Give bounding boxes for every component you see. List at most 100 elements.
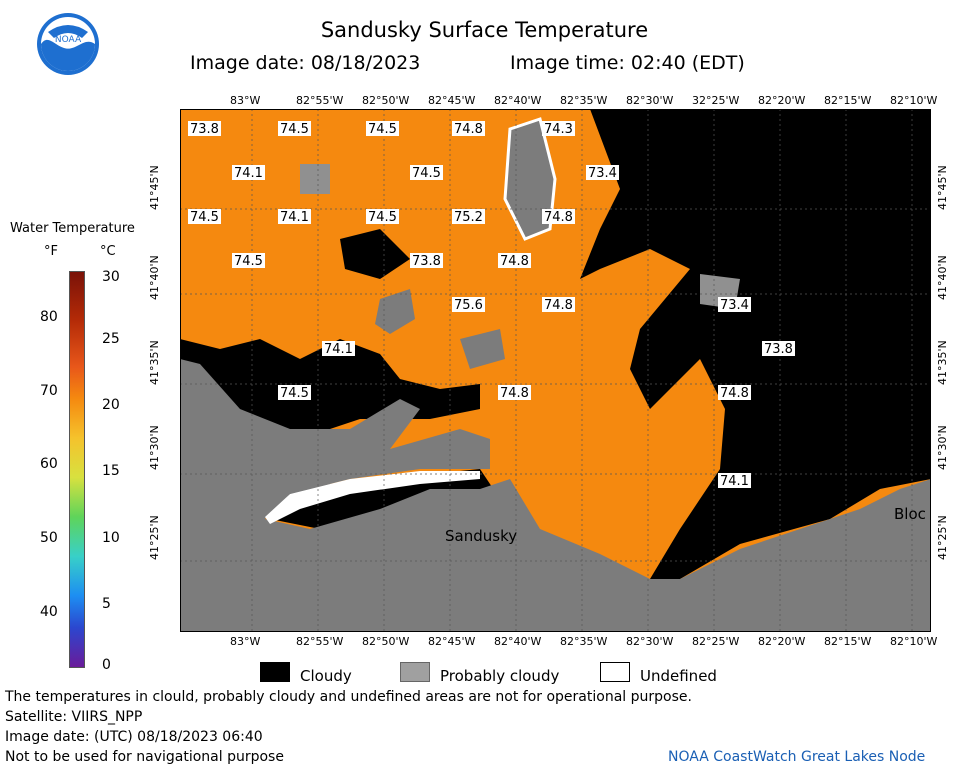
celsius-tick: 0 (102, 657, 111, 673)
probably-cloudy-patch (300, 164, 330, 194)
longitude-label-bottom: 82°25'W (692, 635, 740, 648)
latitude-label-right: 41°25'N (936, 515, 949, 560)
celsius-tick: 25 (102, 331, 120, 347)
temperature-label: 73.8 (412, 254, 441, 269)
longitude-label-top: 82°30'W (626, 94, 674, 107)
cloudy-label: Cloudy (300, 667, 352, 685)
temperature-label-bg (542, 121, 575, 136)
place-label-sandusky: Sandusky (445, 527, 517, 545)
temperature-label-bg (498, 385, 531, 400)
temperature-label-bg (232, 165, 265, 180)
temperature-label: 74.3 (544, 122, 573, 137)
temperature-label-bg (278, 209, 311, 224)
temperature-label: 74.8 (500, 254, 529, 269)
utc-date-text: Image date: (UTC) 08/18/2023 06:40 (5, 729, 263, 745)
logo-text: NOAA (55, 35, 82, 45)
temperature-map: Sandusky Bloc 73.8 74.5 74.5 74.8 74.3 74.1 74… (180, 109, 931, 632)
temperature-label: 74.1 (234, 166, 263, 181)
cloudy-region-east (580, 109, 931, 579)
temperature-label-bg (452, 297, 485, 312)
temperature-label: 74.1 (720, 474, 749, 489)
color-scale-bar (69, 271, 85, 668)
satellite-text: Satellite: VIIRS_NPP (5, 709, 143, 725)
temperature-label: 74.8 (720, 386, 749, 401)
longitude-label-top: 82°40'W (494, 94, 542, 107)
temperature-label: 74.8 (454, 122, 483, 137)
temperature-label: 74.5 (190, 210, 219, 225)
latitude-label-right: 41°35'N (936, 340, 949, 385)
celsius-tick: 15 (102, 463, 120, 479)
celsius-tick: 5 (102, 596, 111, 612)
temperature-label: 73.4 (720, 298, 749, 313)
image-time: Image time: 02:40 (EDT) (510, 52, 745, 74)
page-title: Sandusky Surface Temperature (320, 18, 649, 42)
temperature-label-bg (452, 209, 485, 224)
temperature-label: 74.5 (280, 122, 309, 137)
graticule (180, 109, 931, 632)
temperature-label-bg (542, 297, 575, 312)
temperature-label: 73.8 (764, 342, 793, 357)
temperature-label: 74.1 (324, 342, 353, 357)
longitude-label-top: 82°35'W (560, 94, 608, 107)
probably-cloudy-label: Probably cloudy (440, 667, 560, 685)
latitude-label-right: 41°30'N (936, 425, 949, 470)
temperature-label: 75.2 (454, 210, 483, 225)
temperature-label: 74.8 (544, 298, 573, 313)
latitude-label-left: 41°40'N (148, 255, 161, 300)
temperature-label-bg (232, 253, 265, 268)
longitude-label-bottom: 83°W (230, 635, 261, 648)
unit-fahrenheit: °F (44, 244, 58, 259)
credit-link[interactable]: NOAA CoastWatch Great Lakes Node (668, 749, 926, 765)
longitude-label-bottom: 82°20'W (758, 635, 806, 648)
longitude-label-bottom: 82°45'W (428, 635, 476, 648)
longitude-label-bottom: 82°35'W (560, 635, 608, 648)
noaa-logo-icon: NOAA (37, 13, 99, 75)
cloudy-patch-northwest (340, 229, 410, 279)
undefined-label: Undefined (640, 667, 717, 685)
map-frame (180, 109, 931, 632)
navigation-warning: Not to be used for navigational purpose (5, 749, 284, 765)
fahrenheit-tick: 40 (40, 604, 58, 620)
latitude-label-left: 41°25'N (148, 515, 161, 560)
longitude-label-top: 82°15'W (824, 94, 872, 107)
temperature-label-bg (188, 121, 221, 136)
temperature-label-bg (718, 385, 751, 400)
fahrenheit-tick: 60 (40, 456, 58, 472)
latitude-label-right: 41°45'N (936, 165, 949, 210)
temperature-label: 74.1 (280, 210, 309, 225)
temperature-label: 74.5 (368, 210, 397, 225)
latitude-label-left: 41°35'N (148, 340, 161, 385)
longitude-label-top: 82°50'W (362, 94, 410, 107)
longitude-label-top: 32°25'W (692, 94, 740, 107)
fahrenheit-tick: 70 (40, 383, 58, 399)
temperature-label-bg (278, 121, 311, 136)
disclaimer-text: The temperatures in clould, probably clo… (5, 689, 692, 705)
longitude-label-bottom: 82°40'W (494, 635, 542, 648)
temperature-label-bg (452, 121, 485, 136)
longitude-label-top: 83°W (230, 94, 261, 107)
temperature-label-bg (366, 209, 399, 224)
temperature-label-bg (718, 473, 751, 488)
celsius-tick: 10 (102, 530, 120, 546)
temperature-label-bg (188, 209, 221, 224)
land-south-shore (180, 359, 931, 632)
latitude-label-left: 41°45'N (148, 165, 161, 210)
longitude-label-bottom: 82°50'W (362, 635, 410, 648)
longitude-label-bottom: 82°15'W (824, 635, 872, 648)
temperature-label: 75.6 (454, 298, 483, 313)
cloudy-swatch (260, 662, 290, 682)
unit-celsius: °C (100, 244, 116, 259)
fahrenheit-tick: 80 (40, 309, 58, 325)
island-small-1 (375, 289, 415, 334)
longitude-label-top: 82°45'W (428, 94, 476, 107)
temperature-label-bg (366, 121, 399, 136)
latitude-label-right: 41°40'N (936, 255, 949, 300)
temperature-label: 74.5 (412, 166, 441, 181)
longitude-label-bottom: 82°55'W (296, 635, 344, 648)
temperature-label-bg (586, 165, 619, 180)
longitude-label-top: 82°10'W (890, 94, 938, 107)
longitude-label-top: 82°20'W (758, 94, 806, 107)
celsius-tick: 20 (102, 397, 120, 413)
temperature-label-bg (762, 341, 795, 356)
temperature-label: 74.5 (368, 122, 397, 137)
